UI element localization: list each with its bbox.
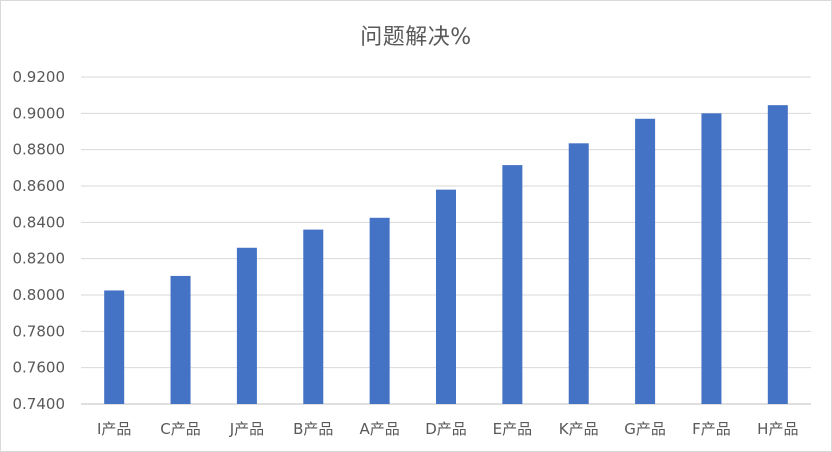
x-category-label: I产品 — [97, 420, 131, 438]
x-category-label: K产品 — [559, 420, 599, 438]
x-category-label: B产品 — [293, 420, 333, 438]
y-tick-label: 0.8400 — [13, 213, 66, 231]
bar-C产品 — [170, 275, 191, 404]
bar-G产品 — [635, 118, 656, 405]
x-category-label: H产品 — [757, 420, 798, 438]
y-tick-label: 0.7600 — [13, 359, 66, 377]
y-tick-label: 0.8000 — [13, 286, 66, 304]
y-tick-label: 0.8800 — [13, 141, 66, 159]
bar-E产品 — [502, 165, 523, 404]
x-category-label: E产品 — [493, 420, 532, 438]
bar-D产品 — [436, 189, 456, 404]
chart-title: 问题解决% — [360, 25, 472, 50]
bar-A产品 — [369, 217, 390, 404]
x-category-label: D产品 — [425, 420, 467, 438]
bar-I产品 — [104, 290, 125, 404]
bar-F产品 — [701, 113, 722, 404]
y-tick-label: 0.9200 — [13, 68, 66, 86]
bar-B产品 — [303, 229, 324, 404]
y-tick-label: 0.8200 — [13, 250, 66, 268]
y-tick-label: 0.9000 — [13, 104, 66, 122]
x-category-label: A产品 — [360, 420, 400, 438]
bar-K产品 — [568, 143, 589, 404]
y-tick-label: 0.7800 — [13, 322, 66, 340]
x-category-label: J产品 — [229, 420, 264, 438]
x-category-label: F产品 — [692, 420, 731, 438]
y-tick-label: 0.7400 — [13, 395, 66, 413]
x-category-label: G产品 — [624, 420, 666, 438]
bar-H产品 — [767, 105, 788, 405]
y-tick-label: 0.8600 — [13, 177, 66, 195]
bar-J产品 — [236, 247, 257, 404]
x-category-label: C产品 — [160, 420, 200, 438]
